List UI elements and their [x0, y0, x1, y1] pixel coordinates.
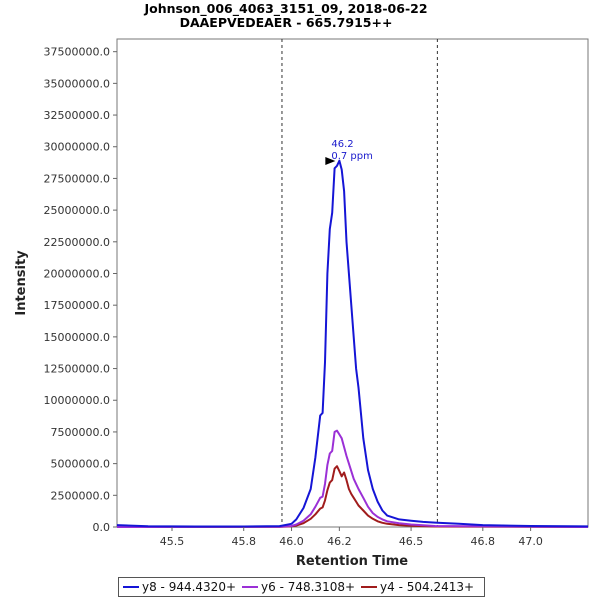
x-axis-ticks: 45.5 45.8 46.0 46.2 46.5 46.8 47.0 — [160, 527, 543, 548]
series-lines — [116, 159, 589, 528]
y-tick-label: 37500000.0 — [44, 46, 110, 59]
y-tick-label: 12500000.0 — [44, 363, 110, 376]
legend-label: y8 - 944.4320+ — [142, 580, 237, 594]
chart-title: Johnson_006_4063_3151_09, 2018-06-22 — [143, 1, 427, 17]
peak-arrow-icon — [325, 156, 336, 165]
y-tick-label: 20000000.0 — [44, 267, 110, 280]
x-tick-label: 46.5 — [399, 535, 424, 548]
y-tick-label: 2500000.0 — [51, 489, 111, 502]
peak-ppm-label: 0.7 ppm — [331, 151, 373, 162]
y-tick-label: 7500000.0 — [51, 426, 111, 439]
series-line — [116, 465, 589, 528]
peak-time-label: 46.2 — [331, 139, 353, 150]
legend-swatch — [361, 586, 378, 588]
y-tick-label: 25000000.0 — [44, 204, 110, 217]
legend-label: y6 - 748.3108+ — [261, 580, 356, 594]
y-tick-label: 0.0 — [93, 521, 111, 534]
x-tick-label: 46.2 — [327, 535, 352, 548]
x-tick-label: 45.8 — [231, 535, 256, 548]
x-axis-label: Retention Time — [296, 554, 408, 569]
y-tick-label: 27500000.0 — [44, 172, 110, 185]
y-tick-label: 15000000.0 — [44, 331, 110, 344]
y-tick-label: 5000000.0 — [51, 458, 111, 471]
y-tick-label: 32500000.0 — [44, 109, 110, 122]
series-line — [116, 159, 589, 528]
chart-subtitle: DAAEPVEDEAER - 665.7915++ — [180, 15, 393, 30]
legend-swatch — [123, 586, 139, 588]
y-axis-label: Intensity — [14, 250, 29, 316]
legend-swatch — [242, 586, 259, 588]
y-tick-label: 17500000.0 — [44, 299, 110, 312]
series-line — [116, 429, 589, 528]
legend-item: y4 - 504.2413+ — [361, 580, 474, 594]
y-axis-ticks: 0.0 2500000.0 5000000.0 7500000.0 10000000.0… — [44, 46, 117, 534]
legend-item: y6 - 748.3108+ — [242, 580, 355, 594]
x-tick-label: 46.0 — [279, 535, 304, 548]
y-tick-label: 22500000.0 — [44, 236, 110, 249]
chart-legend: y8 - 944.4320+ y6 - 748.3108+ y4 - 504.241… — [118, 577, 486, 597]
x-tick-label: 46.8 — [471, 535, 496, 548]
peak-annotation: 46.20.7 ppm — [325, 139, 373, 165]
plot-area — [116, 38, 589, 528]
y-tick-label: 30000000.0 — [44, 141, 110, 154]
y-tick-label: 10000000.0 — [44, 394, 110, 407]
x-tick-label: 45.5 — [160, 535, 185, 548]
legend-item: y8 - 944.4320+ — [123, 580, 236, 594]
y-tick-label: 35000000.0 — [44, 77, 110, 90]
x-tick-label: 47.0 — [518, 535, 543, 548]
legend-label: y4 - 504.2413+ — [380, 580, 475, 594]
